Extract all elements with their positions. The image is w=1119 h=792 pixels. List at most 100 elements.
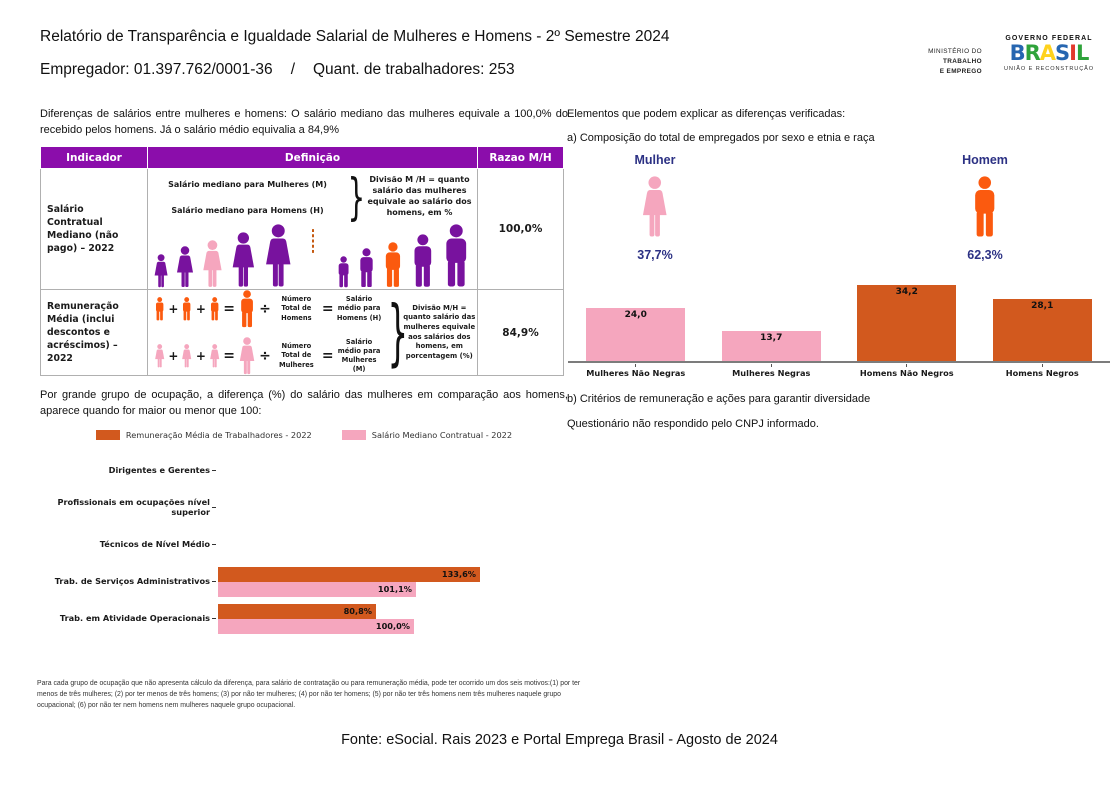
table-row: Salário Contratual Mediano (não pago) – … [40,168,564,290]
composition-axis-labels: Mulheres Não Negras Mulheres Negras Homens… [568,364,1110,378]
occupation-label: Dirigentes e Gerentes [108,464,210,475]
axis-tick [1041,364,1043,367]
divisor-label: Número Total de Mulheres [278,342,314,369]
axis-tick [906,364,908,367]
bar-value-label: 101,1% [377,583,412,594]
item-b-text: Questionário não respondido pelo CNPJ in… [567,418,819,430]
woman-icon [175,246,195,288]
equation-lines: + + = ÷ Número Total de Homens = Salário médio… [154,290,382,375]
equals-operator: = [223,301,236,317]
category-label-text: Mulheres Negras [732,368,811,378]
item-b-heading: b) Critérios de remuneração e ações para… [567,393,871,405]
equation-line: + + = ÷ Número Total de Homens = Salário médio… [154,290,382,328]
axis-tick [212,543,216,546]
category-label: Homens Não Negros [839,364,975,378]
bar: 101,1% [218,581,416,597]
brasil-letter: A [1039,41,1056,65]
bar: 80,8% [218,603,376,619]
plus-operator: + [168,302,179,316]
legend-swatch [341,430,366,440]
ratio-value: 84,9% [477,289,564,376]
occupation-label: Profissionais em ocupações nível superio… [57,496,210,517]
bar: 133,6% [218,566,480,582]
axis-tick [770,364,772,367]
bar-column: 34,2 [839,268,975,361]
occupation-row: Profissionais em ocupações nível superio… [40,489,570,526]
man-icon [154,297,165,321]
table-row: Remuneração Média (inclui descontos e ac… [40,289,564,376]
plus-operator: + [195,302,206,316]
occupation-section-intro: Por grande grupo de ocupação, a diferenç… [40,389,568,417]
bar-value-label: 80,8% [343,605,372,616]
ministry-line: E EMPREGO [939,67,982,75]
legend-swatch [95,430,120,440]
woman-icon [230,232,257,288]
woman-icon [154,344,165,368]
axis-tick [212,580,216,583]
legend-label: Salário Mediano Contratual - 2022 [371,430,513,440]
category-label-text: Mulheres Não Negras [586,368,686,378]
category-label: Mulheres Não Negras [568,364,704,378]
page-title: Relatório de Transparência e Igualdade S… [40,28,670,45]
employer-value: Empregador: 01.397.762/0001-36 [40,61,273,78]
woman-icon [181,344,192,368]
governo-federal-text: GOVERNO FEDERAL [1005,35,1093,42]
woman-icon [590,176,720,243]
composition-plot-area: 24,0 13,7 34,2 28,1 [568,268,1110,363]
col-razao: Razao M/H [477,146,564,169]
salary-difference-summary: Diferenças de salários entre mulheres e … [40,108,568,136]
woman-icon [263,224,294,288]
item-a-heading: a) Composição do total de empregados por… [567,132,875,144]
category-label: Mulheres Negras [704,364,840,378]
equals-operator: = [321,301,334,317]
bar-value-label: 13,7 [760,333,783,343]
man-icon [181,297,192,321]
brasil-letter: B [1009,41,1026,65]
man-icon [357,248,376,288]
man-icon [382,242,404,288]
man-icon [238,290,256,328]
separator: / [290,61,295,78]
brasil-logo: BRASIL [993,43,1105,64]
mulher-percentage: 37,7% [637,248,673,262]
occupation-row: Trab. de Serviços Administrativos 133,6% 1… [40,563,570,600]
bar: 28,1 [992,299,1092,361]
divisor-label: Número Total de Homens [281,295,312,322]
bar-column: 28,1 [975,268,1111,361]
occupation-label: Trab. de Serviços Administrativos [54,575,210,586]
governo-federal-logo: GOVERNO FEDERAL BRASIL UNIÃO E RECONSTRU… [993,35,1105,72]
axis-tick [212,617,216,620]
homem-label: Homem [962,153,1008,167]
bar: 100,0% [218,618,414,634]
explanation-heading: Elementos que podem explicar as diferenç… [567,108,846,120]
bar-value-label: 28,1 [1031,301,1054,311]
indicators-table: Indicador Definição Razao M/H Salário Co… [40,146,564,376]
table-header-row: Indicador Definição Razao M/H [40,146,564,169]
brasil-letter: S [1055,41,1070,65]
divide-operator: ÷ [259,348,271,364]
occupation-label: Técnicos de Nível Médio [99,538,210,549]
division-note: Divisão M/H = quanto salário das mulhere… [403,303,476,360]
occupation-bars: 133,6% 101,1% [218,566,570,597]
brasil-letter: L [1076,41,1089,65]
col-indicador: Indicador [40,146,148,169]
woman-icon [201,240,224,288]
category-label: Homens Negros [975,364,1111,378]
employer-line: Empregador: 01.397.762/0001-36 / Quant. de… [40,61,515,79]
occupation-bars: 80,8% 100,0% [218,603,570,634]
bar: 13,7 [721,331,821,361]
composition-bar-chart: 24,0 13,7 34,2 28,1 Mulheres Não Negras Mulh… [568,268,1110,378]
occupation-label: Trab. em Atividade Operacionais [59,612,210,623]
bar: 34,2 [857,285,957,361]
ministry-line: TRABALHO [942,57,982,65]
axis-tick [212,469,216,472]
median-definition: Salário mediano para Mulheres (M) Salári… [150,172,477,222]
average-definition: + + = ÷ Número Total de Homens = Salário médio… [148,290,477,375]
man-icon [441,224,472,288]
ministry-logo: MINISTÉRIO DO TRABALHO E EMPREGO [900,47,982,77]
bar-value-label: 24,0 [624,310,647,320]
occupation-row: Técnicos de Nível Médio [40,526,570,563]
man-icon [920,176,1050,243]
median-highlight-dashed-box [311,229,314,253]
